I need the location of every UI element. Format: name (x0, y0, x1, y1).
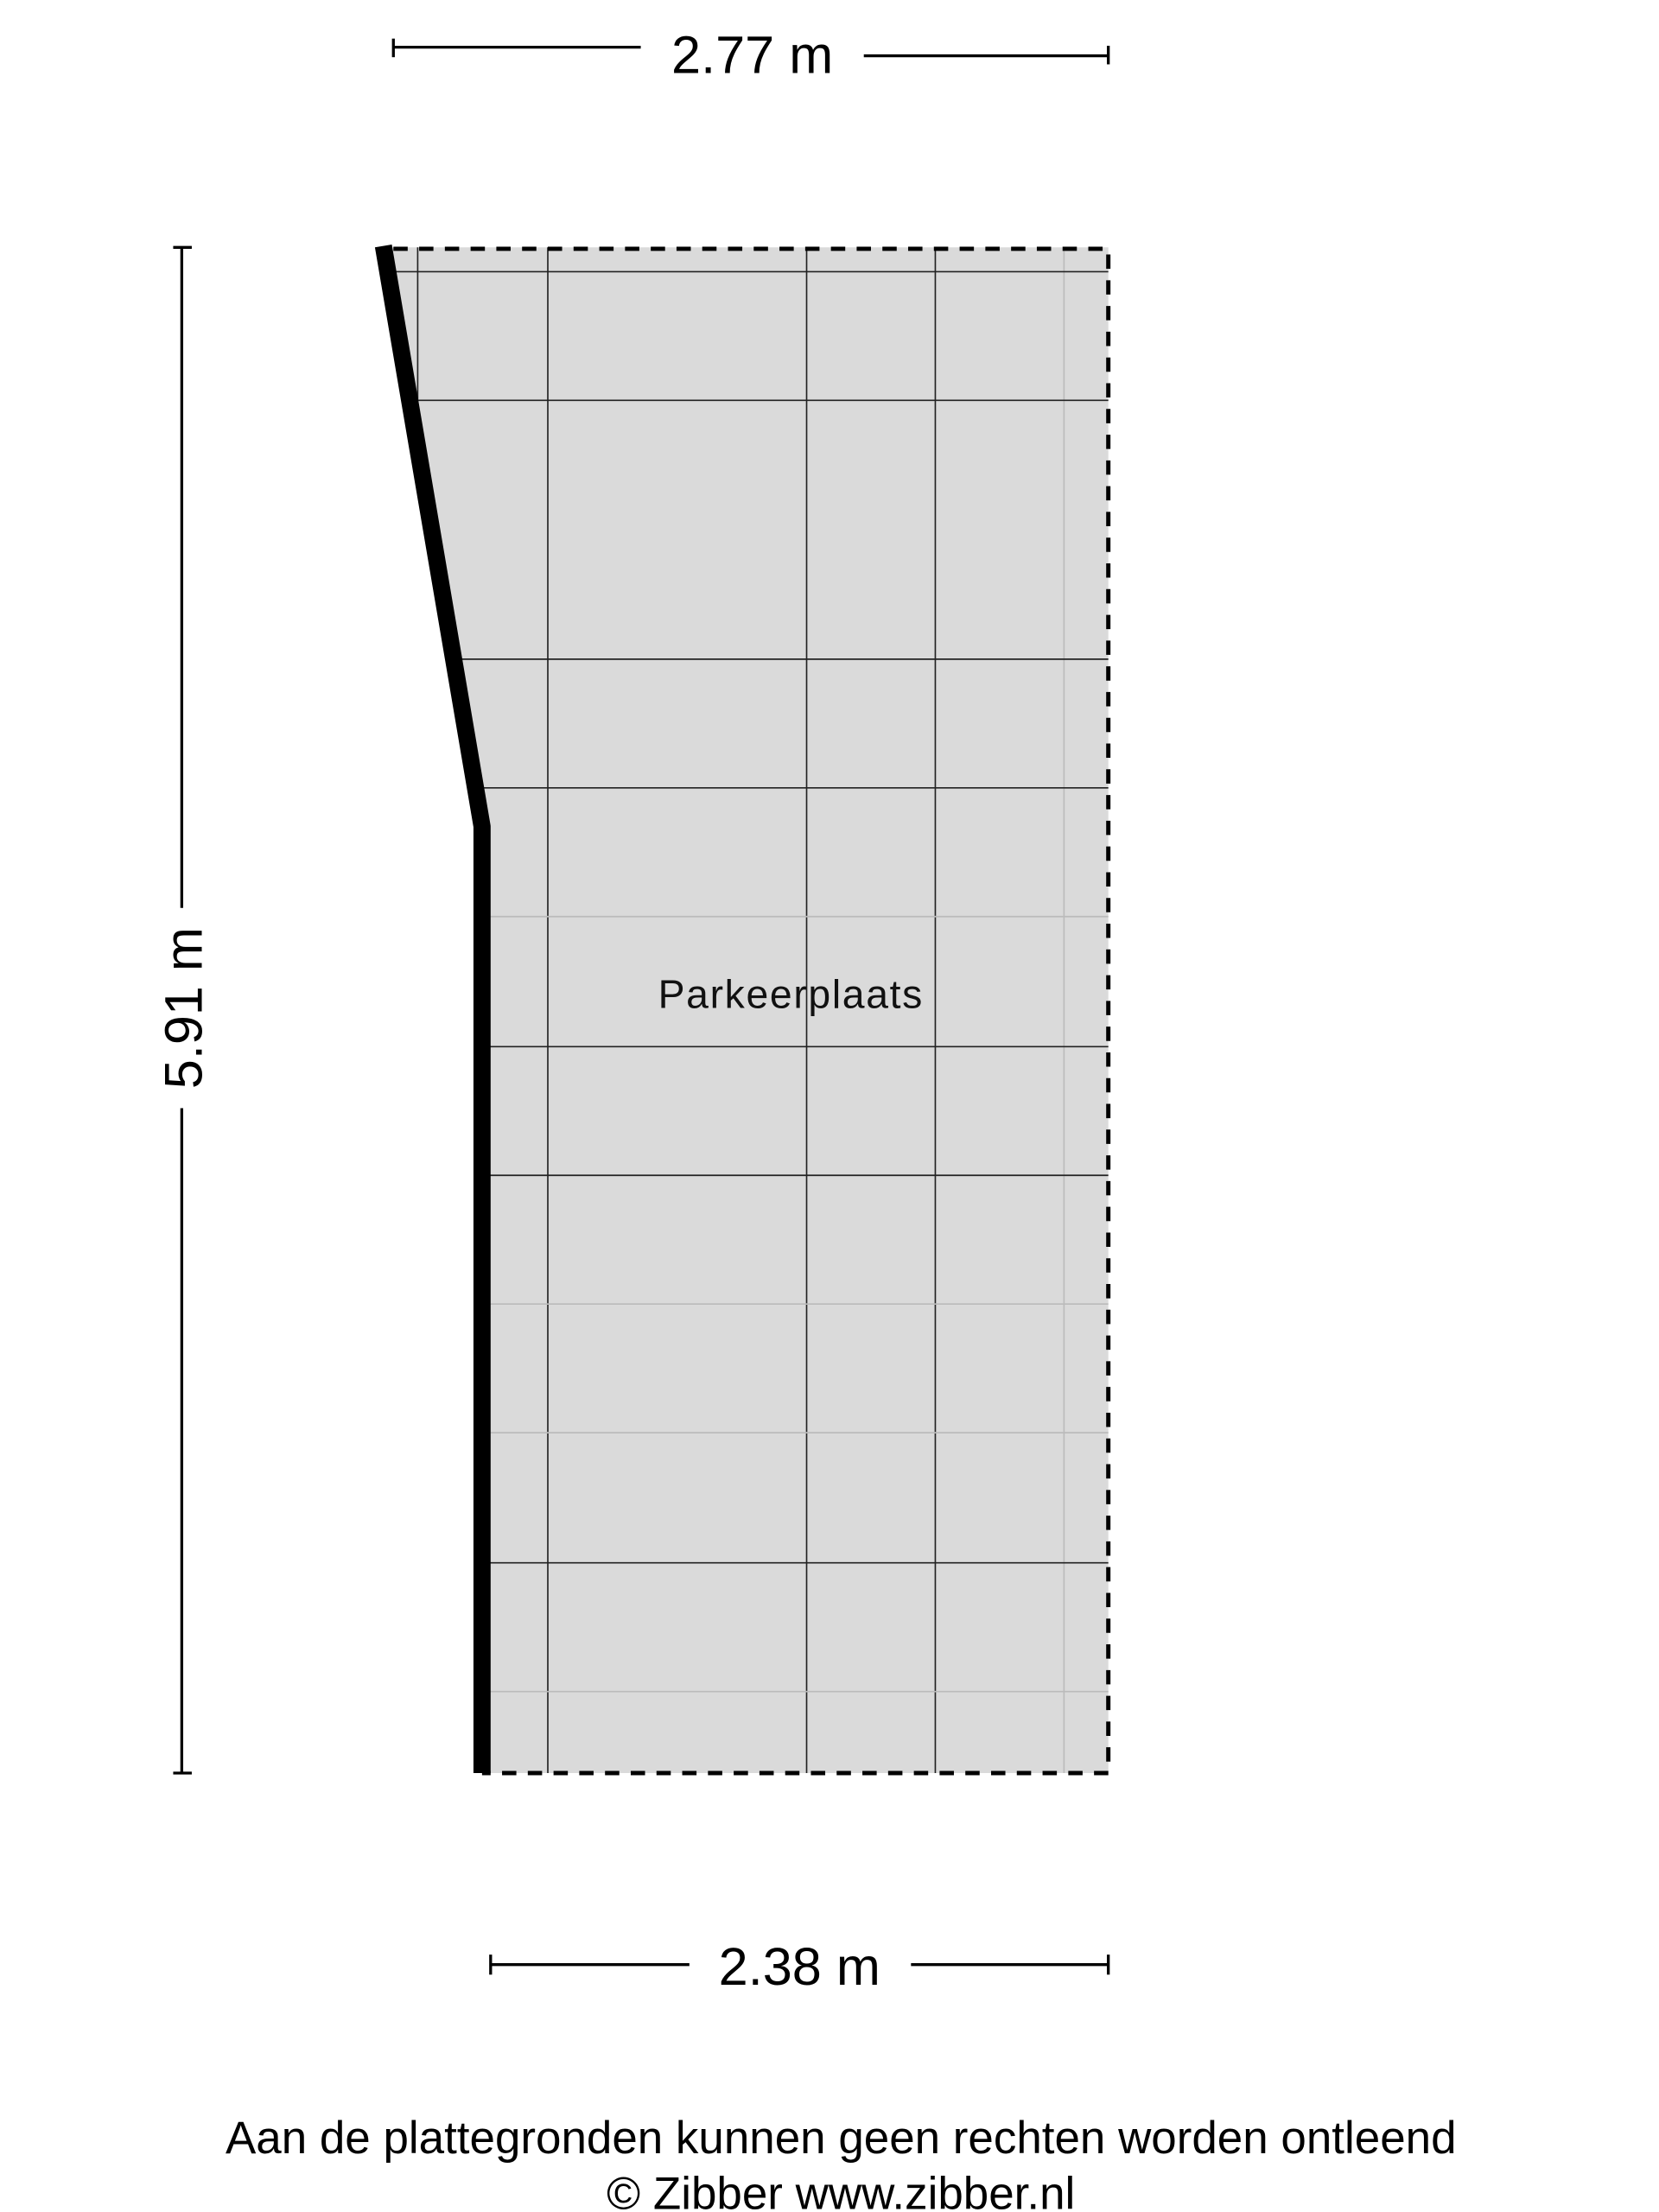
dimension-top-label: 2.77 m (671, 25, 833, 84)
dimension-left-label: 5.91 m (155, 927, 213, 1089)
room-label: Parkeerplaats (658, 972, 924, 1017)
footer-disclaimer: Aan de plattegronden kunnen geen rechten… (226, 2113, 1457, 2164)
room-area (383, 247, 1109, 1773)
open-boundary (393, 246, 1111, 1776)
footer-copyright: © Zibber www.zibber.nl (607, 2169, 1075, 2212)
wall (374, 244, 491, 1773)
floor-grid (393, 247, 1109, 1773)
dimension-bottom (489, 1955, 1110, 1975)
dimension-left (173, 245, 192, 1775)
dimension-bottom-label: 2.38 m (719, 1937, 880, 1996)
dimension-top (391, 38, 1110, 65)
